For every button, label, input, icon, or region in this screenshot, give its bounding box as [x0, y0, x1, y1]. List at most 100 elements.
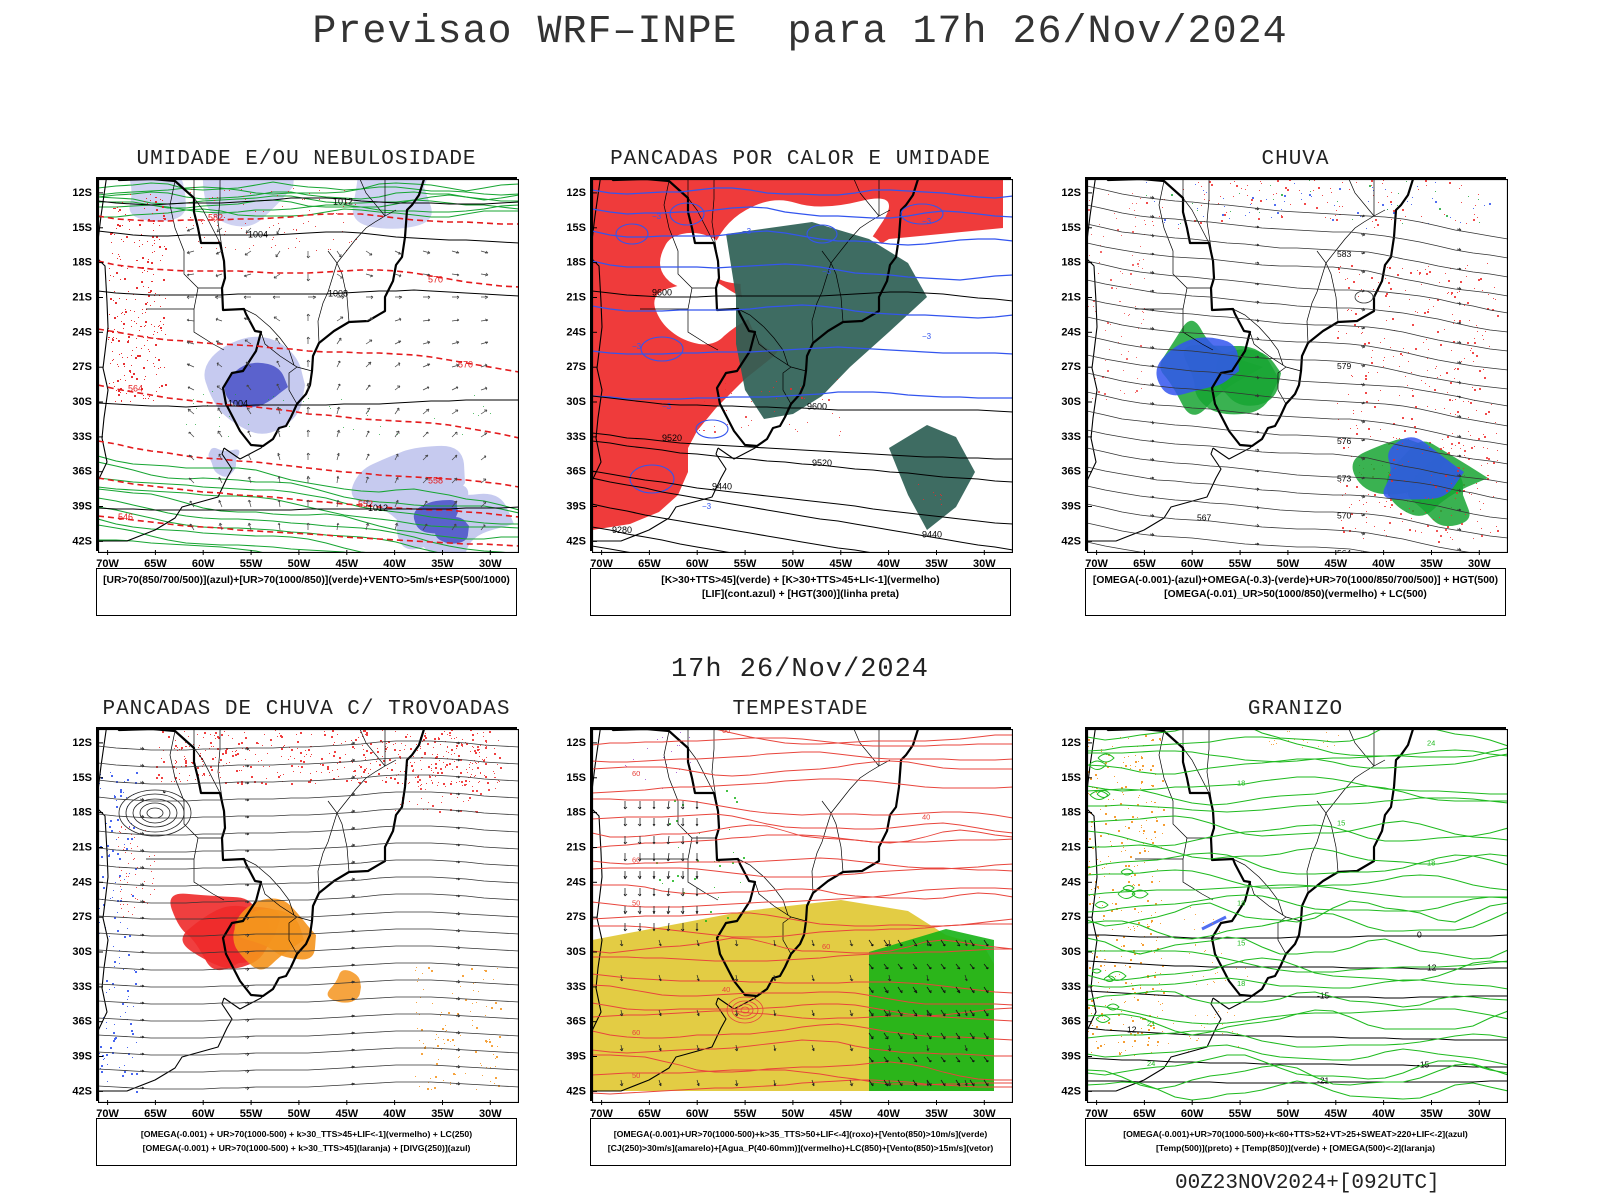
svg-text:15S: 15S: [72, 222, 92, 234]
svg-text:9520: 9520: [662, 433, 682, 443]
svg-text:42S: 42S: [566, 1085, 586, 1097]
svg-text:18: 18: [1237, 899, 1245, 908]
svg-text:9440: 9440: [922, 529, 942, 539]
svg-text:573: 573: [1337, 473, 1351, 483]
svg-text:12S: 12S: [72, 187, 92, 199]
svg-text:9520: 9520: [812, 458, 832, 468]
svg-text:1012: 1012: [333, 196, 353, 206]
svg-text:42S: 42S: [1061, 1085, 1081, 1097]
svg-text:−3: −3: [702, 502, 712, 511]
svg-text:−3: −3: [652, 212, 662, 221]
svg-text:39S: 39S: [1061, 501, 1081, 513]
svg-text:−3: −3: [922, 217, 932, 226]
svg-text:9600: 9600: [807, 402, 827, 412]
svg-text:39S: 39S: [72, 1051, 92, 1063]
svg-text:−3: −3: [822, 267, 832, 276]
svg-text:39S: 39S: [1061, 1051, 1081, 1063]
svg-text:27S: 27S: [1061, 911, 1081, 923]
svg-text:42S: 42S: [1061, 535, 1081, 547]
svg-text:12: 12: [1427, 963, 1437, 973]
svg-text:36S: 36S: [566, 466, 586, 478]
svg-text:1012: 1012: [368, 503, 388, 513]
svg-text:39S: 39S: [566, 1051, 586, 1063]
svg-text:24S: 24S: [72, 876, 92, 888]
svg-text:18: 18: [1427, 859, 1435, 868]
svg-text:42S: 42S: [72, 535, 92, 547]
svg-text:570: 570: [428, 274, 443, 284]
svg-text:21S: 21S: [566, 292, 586, 304]
svg-text:582: 582: [208, 213, 223, 223]
svg-text:564: 564: [128, 384, 143, 394]
svg-text:18S: 18S: [566, 257, 586, 269]
svg-text:27S: 27S: [1061, 361, 1081, 373]
svg-text:18S: 18S: [1061, 807, 1081, 819]
svg-text:18S: 18S: [566, 807, 586, 819]
svg-text:21S: 21S: [72, 842, 92, 854]
svg-text:15S: 15S: [1061, 772, 1081, 784]
svg-text:42S: 42S: [72, 1085, 92, 1097]
svg-text:30S: 30S: [566, 946, 586, 958]
svg-text:564: 564: [1337, 548, 1351, 558]
svg-text:40: 40: [722, 985, 730, 994]
svg-text:30S: 30S: [1061, 946, 1081, 958]
svg-text:9440: 9440: [712, 481, 732, 491]
svg-text:570: 570: [1337, 511, 1351, 521]
svg-text:12S: 12S: [1061, 737, 1081, 749]
svg-text:583: 583: [1337, 249, 1351, 259]
svg-text:21: 21: [1147, 1019, 1155, 1028]
svg-text:570: 570: [458, 360, 473, 370]
svg-text:15S: 15S: [1061, 222, 1081, 234]
svg-text:9600: 9600: [652, 287, 672, 297]
svg-text:12S: 12S: [1061, 187, 1081, 199]
svg-text:18S: 18S: [1061, 257, 1081, 269]
svg-text:12: 12: [1127, 1024, 1137, 1034]
svg-text:576: 576: [1337, 436, 1351, 446]
svg-text:30S: 30S: [566, 396, 586, 408]
svg-text:40: 40: [922, 812, 930, 821]
svg-text:24S: 24S: [72, 326, 92, 338]
svg-text:36S: 36S: [72, 1016, 92, 1028]
svg-text:−3: −3: [662, 402, 672, 411]
svg-text:33S: 33S: [1061, 981, 1081, 993]
svg-text:558: 558: [428, 475, 443, 485]
svg-text:30S: 30S: [72, 946, 92, 958]
svg-text:27S: 27S: [72, 361, 92, 373]
svg-text:1004: 1004: [248, 229, 268, 239]
svg-text:15S: 15S: [566, 772, 586, 784]
svg-text:36S: 36S: [1061, 466, 1081, 478]
svg-text:24S: 24S: [1061, 876, 1081, 888]
svg-text:39S: 39S: [566, 501, 586, 513]
svg-text:30S: 30S: [1061, 396, 1081, 408]
svg-text:27S: 27S: [566, 911, 586, 923]
svg-text:60: 60: [822, 942, 830, 951]
svg-text:24: 24: [1147, 1059, 1155, 1068]
svg-text:15S: 15S: [72, 772, 92, 784]
svg-text:39S: 39S: [72, 501, 92, 513]
svg-text:27S: 27S: [72, 911, 92, 923]
svg-text:42S: 42S: [566, 535, 586, 547]
svg-text:9280: 9280: [612, 525, 632, 535]
svg-text:60: 60: [722, 726, 730, 735]
svg-text:33S: 33S: [566, 431, 586, 443]
svg-text:21S: 21S: [566, 842, 586, 854]
svg-text:24S: 24S: [566, 326, 586, 338]
svg-text:0: 0: [1417, 930, 1422, 940]
svg-text:60: 60: [632, 1028, 640, 1037]
svg-text:50: 50: [632, 1071, 640, 1080]
svg-text:−3: −3: [922, 332, 932, 341]
svg-text:33S: 33S: [72, 981, 92, 993]
svg-text:21S: 21S: [72, 292, 92, 304]
svg-text:36S: 36S: [72, 466, 92, 478]
svg-text:36S: 36S: [1061, 1016, 1081, 1028]
svg-text:24: 24: [1427, 738, 1435, 747]
svg-text:12S: 12S: [566, 187, 586, 199]
svg-text:12S: 12S: [72, 737, 92, 749]
svg-text:−3: −3: [632, 342, 642, 351]
svg-text:33S: 33S: [1061, 431, 1081, 443]
svg-text:12S: 12S: [566, 737, 586, 749]
svg-text:21S: 21S: [1061, 842, 1081, 854]
svg-text:33S: 33S: [566, 981, 586, 993]
svg-text:15S: 15S: [566, 222, 586, 234]
svg-text:18S: 18S: [72, 257, 92, 269]
svg-text:33S: 33S: [72, 431, 92, 443]
